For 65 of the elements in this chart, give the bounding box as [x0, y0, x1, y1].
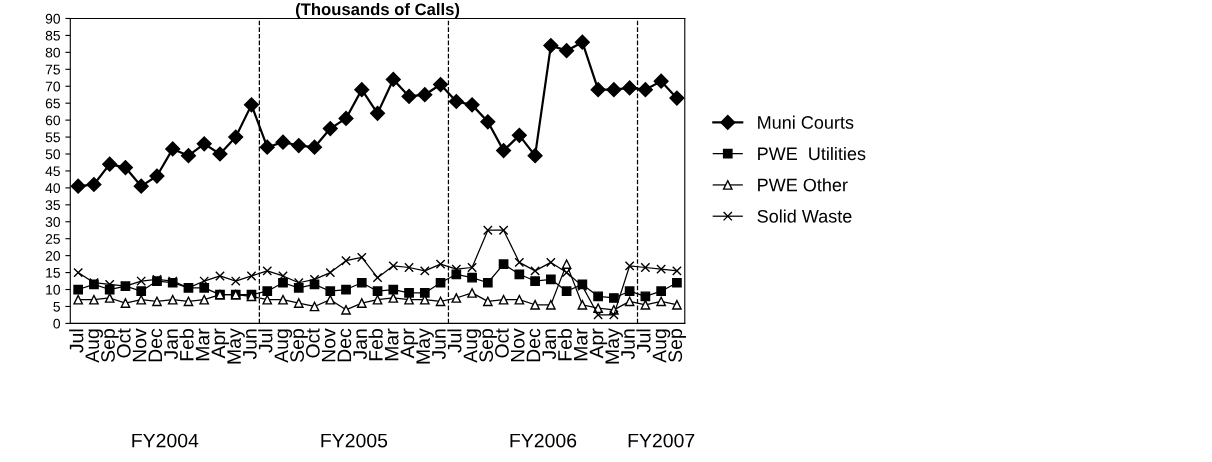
x-tick-label: May — [416, 328, 434, 364]
legend-label: PWE Utilities — [758, 146, 866, 161]
y-tick-label: 55 — [45, 132, 60, 143]
y-tick-label: 35 — [45, 200, 60, 210]
y-tick-label: 45 — [45, 166, 60, 177]
y-tick-label: 30 — [45, 217, 61, 227]
y-tick-label: 80 — [45, 47, 61, 58]
x-tick-label: Dec — [337, 328, 352, 362]
legend-label: Muni Courts — [758, 115, 854, 129]
x-tick-label: Nov — [510, 328, 525, 362]
x-tick-label: Jun — [432, 329, 446, 360]
text: FY2005 — [321, 433, 388, 448]
x-tick-label: Jun — [621, 329, 635, 360]
x-tick-label: Jan — [542, 329, 557, 360]
y-tick-label: 60 — [45, 115, 61, 126]
x-tick-label: Mar — [574, 328, 588, 361]
text: FY2004 — [132, 433, 199, 448]
x-tick-label: Jul — [447, 329, 462, 353]
y-tick-label: 75 — [45, 64, 60, 75]
text: FY2007 — [628, 433, 695, 448]
x-tick-label: Aug — [652, 329, 671, 363]
x-tick-label: Oct — [305, 328, 320, 358]
x-tick-label: Aug — [274, 329, 293, 363]
text: FY2006 — [510, 433, 577, 448]
y-tick-label: 90 — [45, 13, 61, 24]
legend-label: PWE Other — [758, 178, 848, 192]
x-tick-label: Feb — [557, 329, 572, 361]
x-tick-label: Apr — [400, 328, 419, 359]
x-tick-label: Aug — [85, 329, 103, 363]
y-tick-label: 50 — [45, 149, 61, 160]
x-tick-label: Sep — [290, 329, 308, 362]
x-tick-label: Sep — [101, 329, 119, 362]
x-tick-label: Oct — [495, 328, 509, 358]
legend-label: Solid Waste — [757, 209, 852, 223]
x-tick-label: Feb — [179, 329, 194, 361]
chart-title: (Thousands of Calls) — [295, 2, 460, 19]
y-tick-label: 85 — [45, 30, 60, 41]
x-tick-label: Jul — [636, 329, 651, 353]
x-tick-label: Dec — [526, 328, 541, 362]
y-tick-label: 5 — [53, 301, 60, 312]
x-tick-label: Dec — [148, 328, 163, 362]
y-tick-label: 15 — [46, 268, 60, 278]
x-tick-label: Jun — [243, 329, 257, 360]
x-tick-label: Sep — [479, 329, 497, 362]
y-tick-label: 0 — [53, 318, 61, 329]
x-tick-label: Feb — [368, 329, 383, 361]
x-tick-label: Jan — [353, 329, 367, 360]
x-tick-label: Jul — [258, 329, 273, 353]
x-tick-label: Oct — [116, 328, 131, 358]
y-tick-label: 10 — [46, 284, 61, 295]
x-tick-label: May — [227, 328, 245, 364]
x-tick-label: Nov — [321, 328, 336, 362]
x-tick-label: Jan — [164, 329, 178, 360]
x-tick-label: Apr — [211, 328, 230, 359]
y-tick-label: 20 — [45, 250, 61, 261]
x-tick-label: Jul — [69, 329, 84, 353]
y-tick-label: 65 — [45, 98, 60, 109]
x-tick-label: Sep — [668, 329, 686, 362]
y-tick-label: 70 — [45, 81, 61, 92]
y-tick-label: 25 — [45, 234, 60, 244]
x-tick-label: Mar — [195, 328, 210, 361]
y-tick-label: 40 — [45, 183, 61, 194]
x-tick-label: Mar — [384, 328, 399, 361]
x-tick-label: Nov — [132, 328, 147, 362]
x-tick-label: Aug — [463, 329, 482, 363]
